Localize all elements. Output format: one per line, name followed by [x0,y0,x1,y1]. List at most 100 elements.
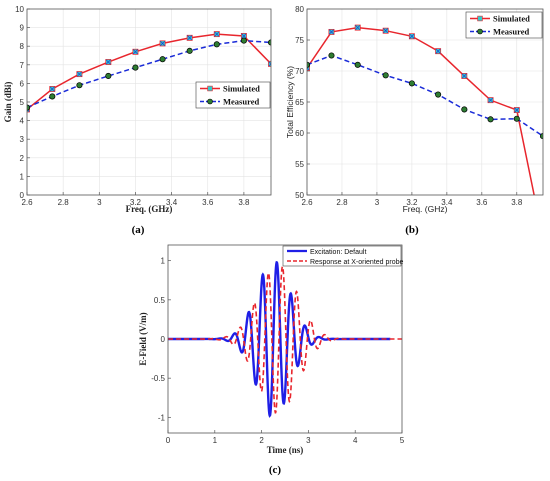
legend-label: Simulated [493,14,530,24]
series-group [168,260,402,418]
y-tick-label: 65 [295,98,304,107]
legend-marker [477,28,483,35]
data-point-marker-x [241,33,247,39]
data-point-marker-x [49,86,55,92]
x-axis-label: Time (ns) [267,445,304,455]
panel-label: (c) [269,464,282,476]
data-point-measured [328,52,335,59]
x-tick-label: 3.8 [511,198,523,207]
data-point-measured [382,72,389,79]
y-tick-label: 60 [295,129,304,138]
x-tick-label: 2.8 [58,198,70,207]
series-group [307,24,543,195]
legend-label: Simulated [223,84,260,94]
data-point-measured [186,47,193,54]
x-tick-label: 3 [306,436,311,445]
x-tick-label: 5 [400,436,405,445]
panel-label: (a) [132,224,145,236]
data-point-marker-x [268,61,271,67]
data-point-measured [213,41,220,48]
data-point-measured [461,106,468,113]
y-tick-label: 80 [295,5,304,14]
y-tick-label: 10 [15,5,24,14]
x-tick-label: 2.6 [301,198,313,207]
chart-efield: 0 1 2 3 4 5 -1 -0.5 0 0.5 1 Time (ns) E-Field (V/m) (… [138,244,405,476]
y-tick-label: 0 [161,335,166,344]
y-tick-label: 75 [295,36,304,45]
y-axis-label: E-Field (V/m) [138,312,148,365]
data-point-marker-x [435,48,441,54]
y-tick-label: 8 [20,42,25,51]
data-point-marker-x [514,107,520,113]
x-tick-label: 3.8 [238,198,250,207]
series-line-primary [27,33,271,111]
y-tick-label: 6 [20,79,25,88]
y-tick-label: 1 [161,257,166,266]
data-point-measured [307,61,311,68]
data-point-measured [435,91,442,98]
x-tick-label: 3.6 [476,198,488,207]
data-point-marker-x [383,28,389,34]
x-tick-label: 3.6 [202,198,214,207]
data-point-measured [354,61,361,68]
data-point-measured [487,116,494,123]
legend-marker [207,98,213,105]
legend-marker [477,15,483,22]
x-tick-label: 2.6 [21,198,33,207]
chart-gain: 2.6 2.8 3 3.2 3.4 3.6 3.8 0 1 2 3 4 5 6 7 8 9 10 Freq. (GH… [3,5,272,236]
y-tick-label: 5 [20,98,25,107]
y-tick-label: 50 [295,191,304,200]
x-tick-label: 1 [213,436,218,445]
y-axis-label: Total Efficiency (%) [285,66,295,138]
legend: Simulated Measured [195,81,271,109]
data-point-measured [240,37,247,44]
x-tick-label: 3.4 [166,198,178,207]
data-point-marker-x [77,71,82,77]
x-axis-label: Freq. (GHz) [403,204,448,214]
y-tick-label: 9 [20,24,25,33]
data-point-marker-x [329,29,334,35]
data-point-marker-x [105,59,111,65]
data-point-marker-x [488,97,493,103]
legend: Simulated Measured [465,11,543,39]
y-tick-label: 4 [20,117,25,126]
data-point-marker-x [187,35,193,41]
legend-label: Excitation: Default [310,249,366,256]
x-tick-label: 3.2 [406,198,418,207]
data-point-measured [132,64,139,71]
legend-box [282,245,402,267]
y-tick-label: 0 [20,191,25,200]
data-point-measured [105,72,112,80]
data-point-measured [49,93,56,100]
y-axis-label: Gain (dBi) [3,82,13,123]
data-point-measured [159,56,166,63]
x-tick-label: 2.8 [336,198,348,207]
data-point-measured [408,80,415,87]
x-tick-label: 3.4 [441,198,453,207]
data-point-measured [513,115,520,122]
legend: Excitation: Default Response at X-oriente… [282,245,403,267]
y-tick-label: 3 [20,135,25,144]
x-tick-label: 4 [353,436,358,445]
y-tick-label: -0.5 [151,374,165,383]
data-point-marker-x [160,40,165,46]
legend-marker [207,85,213,92]
y-tick-label: 0.5 [154,296,166,305]
x-tick-label: 2 [259,436,264,445]
panel-label: (b) [405,224,419,236]
plot-frame [167,244,403,434]
data-point-measured [76,82,83,89]
data-point-marker-x [461,73,467,79]
series-line-secondary [307,54,543,137]
plot-frame [26,8,272,196]
y-tick-label: 70 [295,67,304,76]
x-axis-label: Freq. (GHz) [126,204,173,214]
data-point-simulated [307,64,310,71]
x-tick-label: 3.2 [130,198,142,207]
data-point-marker-x [355,25,361,31]
y-tick-label: 2 [20,154,25,163]
y-tick-label: 1 [20,172,25,181]
y-tick-label: 7 [20,61,25,70]
legend-label: Response at X-oriented probe [310,259,403,266]
